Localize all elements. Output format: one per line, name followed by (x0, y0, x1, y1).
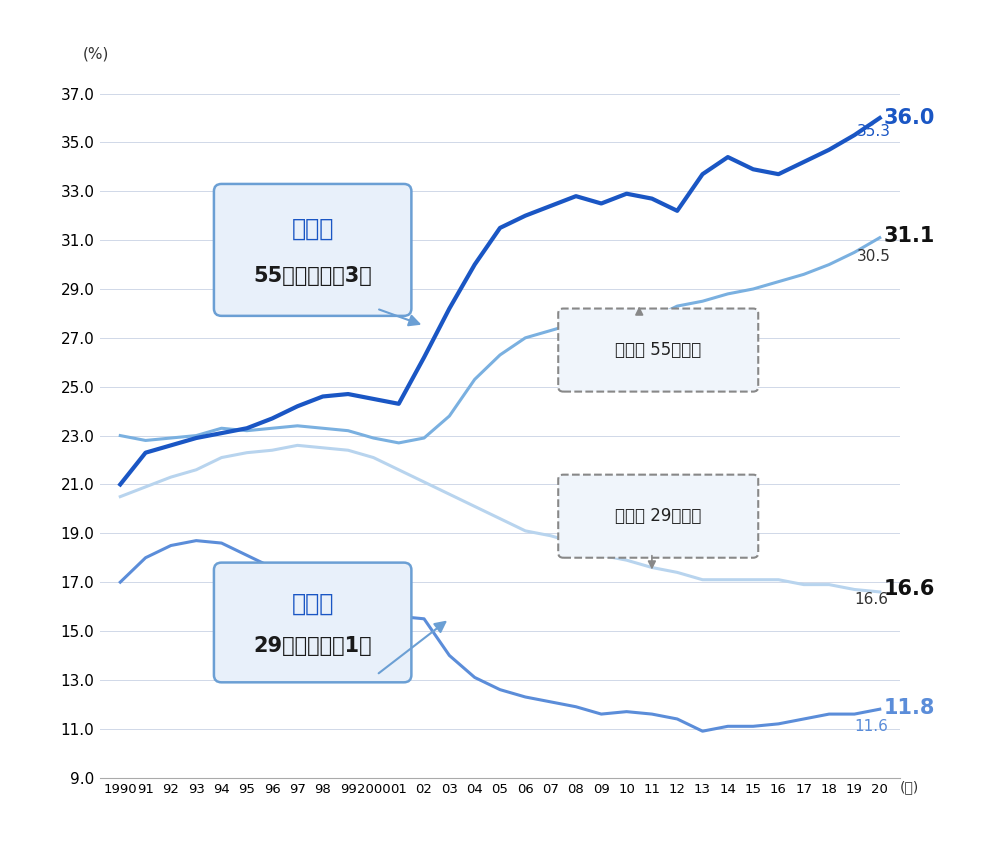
Text: 16.6: 16.6 (884, 580, 935, 600)
Text: 55歳以上は約3割: 55歳以上は約3割 (253, 266, 372, 286)
Text: (年): (年) (900, 781, 919, 795)
Text: 11.8: 11.8 (884, 698, 935, 718)
Text: 29歳以下は約1割: 29歳以下は約1割 (253, 636, 372, 656)
FancyBboxPatch shape (214, 562, 411, 683)
Text: 建設業: 建設業 (291, 217, 334, 241)
FancyBboxPatch shape (558, 308, 758, 391)
FancyBboxPatch shape (214, 184, 411, 316)
Text: 35.3: 35.3 (857, 124, 891, 139)
Text: 全業種 55歳以上: 全業種 55歳以上 (615, 341, 701, 359)
Text: 36.0: 36.0 (884, 108, 935, 128)
Text: 30.5: 30.5 (857, 249, 891, 264)
Text: 11.6: 11.6 (854, 719, 888, 734)
Text: 16.6: 16.6 (854, 592, 888, 607)
Text: (%): (%) (82, 47, 109, 62)
Text: 31.1: 31.1 (884, 226, 935, 246)
Text: 全業種 29歳以下: 全業種 29歳以下 (615, 507, 701, 525)
Text: 建設業: 建設業 (291, 592, 334, 615)
FancyBboxPatch shape (558, 474, 758, 558)
